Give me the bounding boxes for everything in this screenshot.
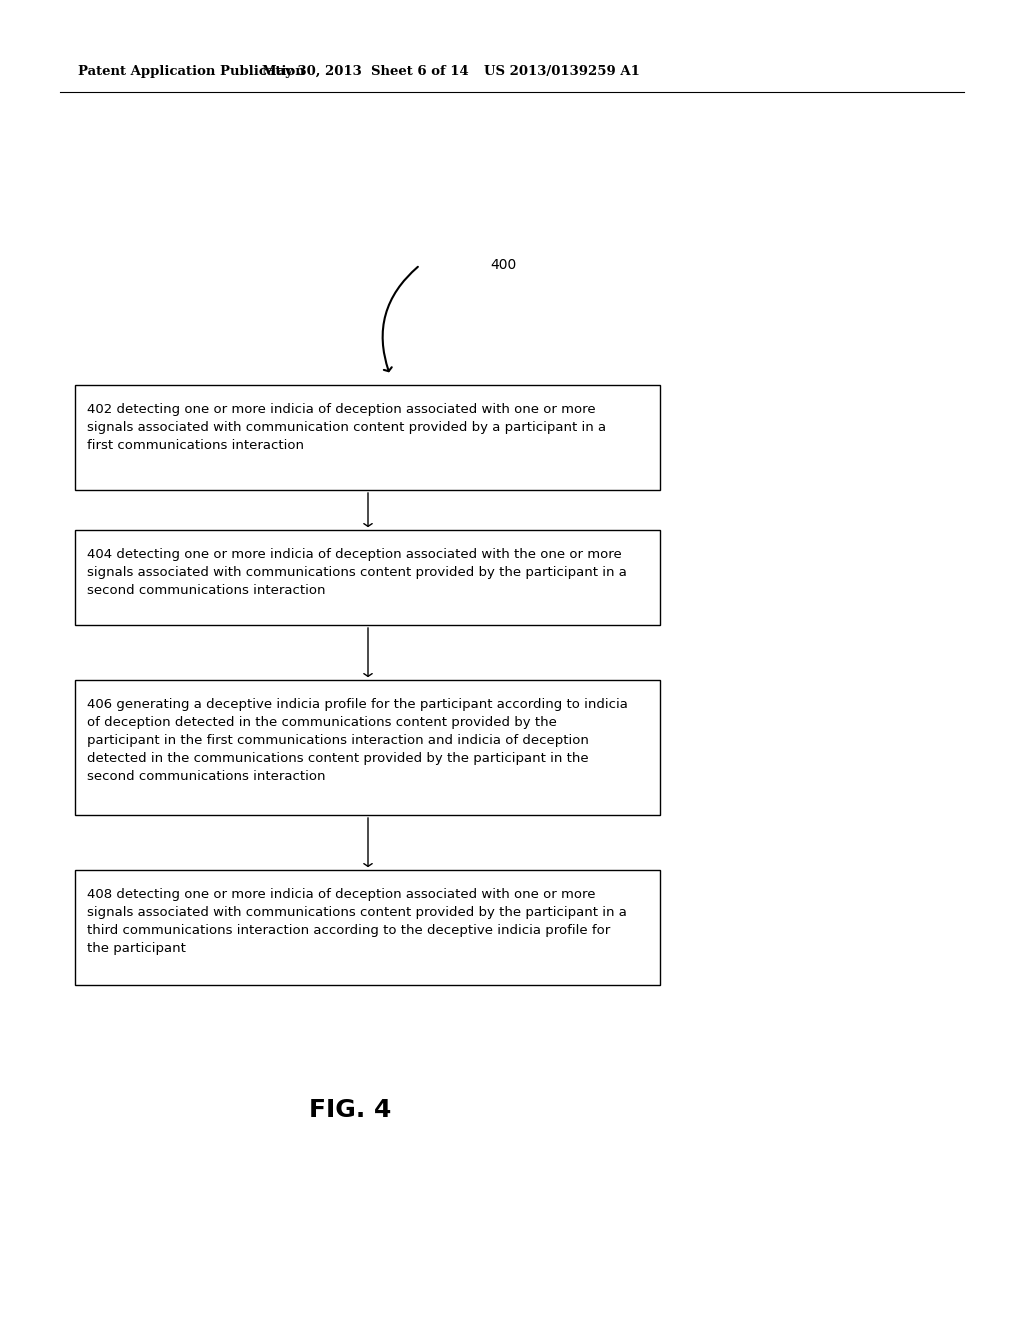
Text: 406 generating a deceptive indicia profile for the participant according to indi: 406 generating a deceptive indicia profi…: [87, 698, 628, 783]
Text: 402 detecting one or more indicia of deception associated with one or more
signa: 402 detecting one or more indicia of dec…: [87, 403, 606, 451]
Bar: [75, 385, 660, 490]
Text: Patent Application Publication: Patent Application Publication: [78, 66, 305, 78]
Text: 408 detecting one or more indicia of deception associated with one or more
signa: 408 detecting one or more indicia of dec…: [87, 888, 627, 954]
Bar: [75, 870, 660, 985]
Bar: [75, 531, 660, 624]
Bar: [75, 680, 660, 814]
Text: 404 detecting one or more indicia of deception associated with the one or more
s: 404 detecting one or more indicia of dec…: [87, 548, 627, 597]
Text: May 30, 2013  Sheet 6 of 14: May 30, 2013 Sheet 6 of 14: [261, 66, 468, 78]
Text: 400: 400: [490, 257, 516, 272]
Text: US 2013/0139259 A1: US 2013/0139259 A1: [484, 66, 640, 78]
Text: FIG. 4: FIG. 4: [309, 1098, 391, 1122]
